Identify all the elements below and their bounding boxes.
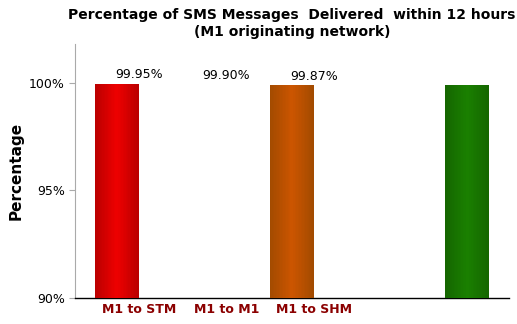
Bar xyxy=(460,86,461,298)
Bar xyxy=(117,84,118,298)
Bar xyxy=(483,86,484,298)
Bar xyxy=(136,84,137,298)
Bar xyxy=(464,86,466,298)
Text: 99.87%: 99.87% xyxy=(290,70,338,83)
Bar xyxy=(307,85,308,298)
Bar xyxy=(130,84,131,298)
Title: Percentage of SMS Messages  Delivered  within 12 hours
(M1 originating network): Percentage of SMS Messages Delivered wit… xyxy=(68,8,515,39)
Bar xyxy=(458,86,460,298)
Bar xyxy=(98,84,99,298)
Bar xyxy=(96,84,98,298)
Bar xyxy=(271,85,273,298)
Bar xyxy=(296,85,298,298)
Bar xyxy=(282,85,283,298)
Bar xyxy=(305,85,307,298)
Bar xyxy=(131,84,133,298)
Bar xyxy=(280,85,282,298)
Text: 99.95%: 99.95% xyxy=(115,68,162,81)
Bar xyxy=(447,86,448,298)
Bar xyxy=(128,84,130,298)
Bar xyxy=(293,85,295,298)
Bar xyxy=(110,84,111,298)
Bar xyxy=(472,86,473,298)
Bar xyxy=(277,85,279,298)
Bar xyxy=(105,84,107,298)
Bar xyxy=(302,85,303,298)
Bar xyxy=(468,86,470,298)
Bar xyxy=(103,84,105,298)
Bar xyxy=(473,86,475,298)
Bar xyxy=(463,86,464,298)
Bar xyxy=(134,84,136,298)
Bar xyxy=(115,84,117,298)
Bar xyxy=(479,86,480,298)
Bar xyxy=(445,86,447,298)
Text: 99.90%: 99.90% xyxy=(203,69,250,82)
Y-axis label: Percentage: Percentage xyxy=(8,122,23,220)
Bar xyxy=(292,85,293,298)
Bar xyxy=(127,84,128,298)
Bar xyxy=(124,84,126,298)
Bar xyxy=(133,84,134,298)
Bar xyxy=(102,84,103,298)
Bar xyxy=(95,84,96,298)
Bar xyxy=(312,85,314,298)
Bar xyxy=(123,84,124,298)
Bar xyxy=(477,86,479,298)
Bar xyxy=(488,86,489,298)
Bar xyxy=(308,85,310,298)
Bar xyxy=(111,84,112,298)
Bar xyxy=(108,84,110,298)
Bar xyxy=(303,85,305,298)
Bar xyxy=(289,85,291,298)
Bar xyxy=(101,84,102,298)
Bar xyxy=(310,85,311,298)
Bar xyxy=(452,86,454,298)
Bar xyxy=(287,85,289,298)
Bar xyxy=(299,85,301,298)
Bar xyxy=(301,85,302,298)
Bar xyxy=(298,85,299,298)
Bar xyxy=(450,86,451,298)
Bar xyxy=(475,86,476,298)
Bar xyxy=(126,84,127,298)
Bar xyxy=(286,85,287,298)
Bar xyxy=(99,84,101,298)
Bar xyxy=(480,86,482,298)
Bar xyxy=(275,85,276,298)
Bar xyxy=(291,85,292,298)
Bar xyxy=(285,85,286,298)
Bar xyxy=(461,86,463,298)
Bar xyxy=(470,86,472,298)
Bar xyxy=(455,86,457,298)
Bar xyxy=(454,86,455,298)
Bar xyxy=(276,85,277,298)
Bar xyxy=(457,86,458,298)
Bar xyxy=(270,85,271,298)
Bar xyxy=(482,86,483,298)
Bar xyxy=(467,86,468,298)
Bar xyxy=(476,86,477,298)
Bar xyxy=(112,84,114,298)
Bar xyxy=(451,86,452,298)
Bar xyxy=(486,86,488,298)
Bar xyxy=(120,84,121,298)
Bar xyxy=(279,85,280,298)
Bar xyxy=(137,84,139,298)
Bar xyxy=(118,84,120,298)
Bar xyxy=(121,84,123,298)
Bar xyxy=(283,85,285,298)
Bar xyxy=(311,85,312,298)
Bar xyxy=(107,84,108,298)
Bar xyxy=(295,85,296,298)
Bar xyxy=(114,84,115,298)
Bar xyxy=(466,86,467,298)
Bar xyxy=(273,85,275,298)
Bar xyxy=(448,86,450,298)
Bar xyxy=(484,86,486,298)
